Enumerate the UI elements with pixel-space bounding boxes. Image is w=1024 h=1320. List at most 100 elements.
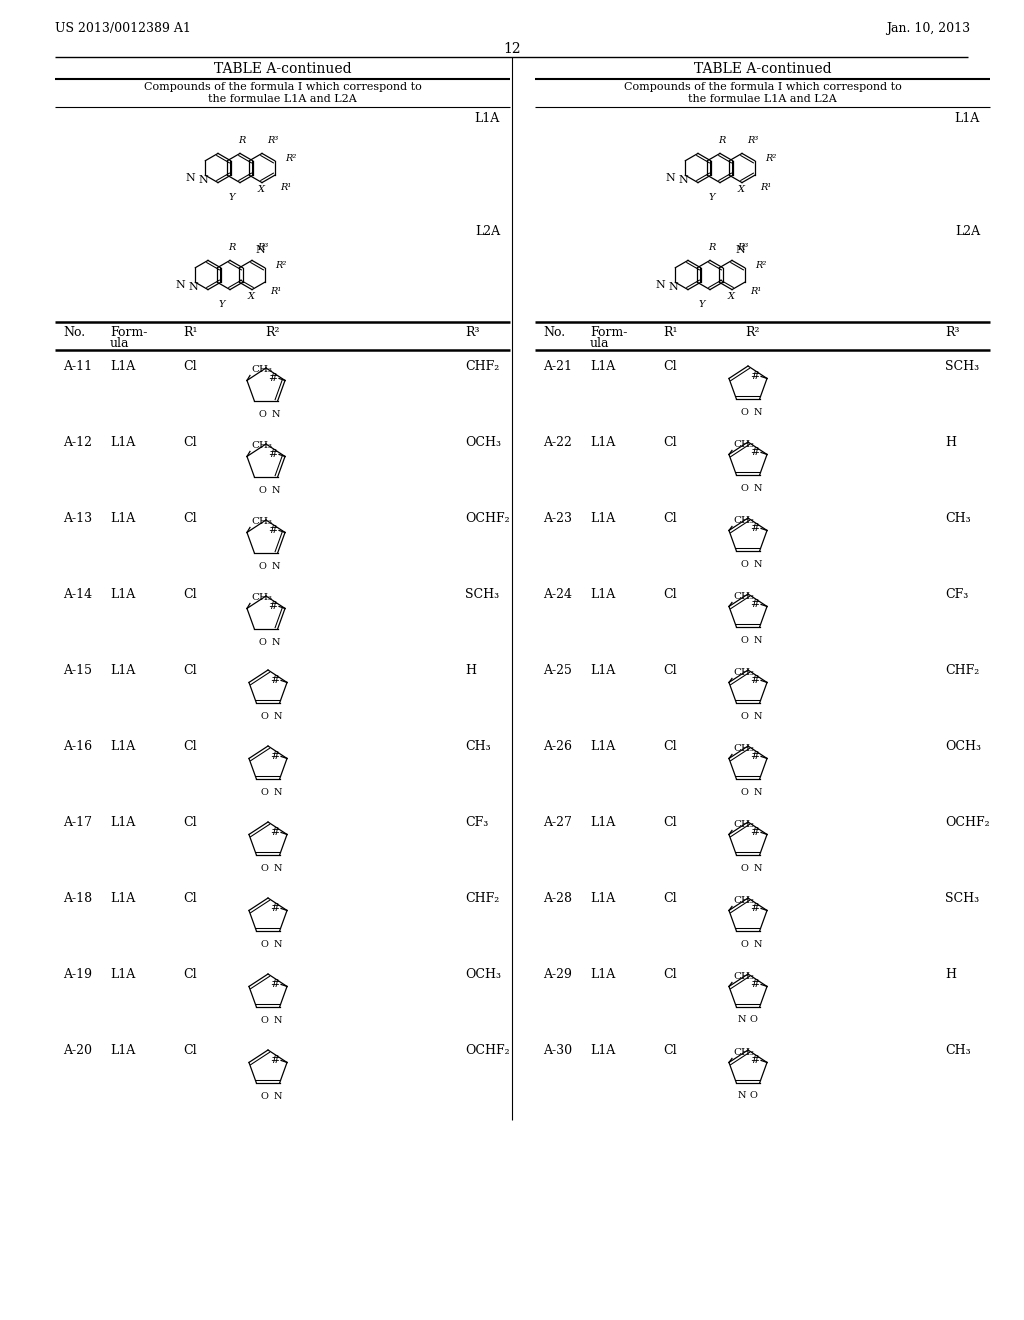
Text: CH₃: CH₃ [251,517,272,527]
Text: N: N [271,486,280,495]
Text: Cl: Cl [183,816,197,829]
Text: O: O [260,788,268,796]
Text: L1A: L1A [590,587,615,601]
Text: N: N [754,711,762,721]
Text: SCH₃: SCH₃ [945,892,979,906]
Text: Cl: Cl [663,512,677,525]
Text: N: N [273,711,282,721]
Text: N: N [273,1015,282,1024]
Text: A-11: A-11 [63,360,92,374]
Text: ula: ula [110,337,129,350]
Text: Y: Y [218,300,225,309]
Text: L1A: L1A [590,360,615,374]
Text: X: X [248,292,255,301]
Text: O: O [260,711,268,721]
Text: H: H [465,664,476,677]
Text: N: N [754,635,762,644]
Text: L1A: L1A [590,741,615,752]
Text: O: O [260,940,268,949]
Text: #: # [270,979,280,990]
Text: N: N [678,174,688,185]
Text: N: N [255,246,265,255]
Text: #: # [751,599,760,610]
Text: US 2013/0012389 A1: US 2013/0012389 A1 [55,22,190,36]
Text: CH₃: CH₃ [733,1048,754,1057]
Text: Cl: Cl [183,436,197,449]
Text: L1A: L1A [110,587,135,601]
Text: R: R [709,243,716,252]
Text: L1A: L1A [954,112,980,125]
Text: X: X [728,292,734,301]
Text: Cl: Cl [663,360,677,374]
Text: OCHF₂: OCHF₂ [945,816,989,829]
Text: N: N [754,940,762,949]
Text: CH₃: CH₃ [733,896,754,906]
Text: OCH₃: OCH₃ [945,741,981,752]
Text: TABLE A-continued: TABLE A-continued [693,62,831,77]
Text: Cl: Cl [663,816,677,829]
Text: Form-: Form- [110,326,147,339]
Text: L1A: L1A [590,664,615,677]
Text: A-15: A-15 [63,664,92,677]
Text: CHF₂: CHF₂ [465,892,500,906]
Text: A-20: A-20 [63,1044,92,1057]
Text: CF₃: CF₃ [465,816,488,829]
Text: R²: R² [755,261,766,271]
Text: OCHF₂: OCHF₂ [465,512,510,525]
Text: R²: R² [265,326,280,339]
Text: A-24: A-24 [543,587,572,601]
Text: O: O [258,486,266,495]
Text: A-25: A-25 [543,664,571,677]
Text: #: # [268,374,278,383]
Text: R³: R³ [267,136,279,145]
Text: #: # [268,525,278,536]
Text: R¹: R¹ [269,288,281,296]
Text: N: N [273,788,282,796]
Text: Cl: Cl [183,741,197,752]
Text: H: H [945,968,956,981]
Text: O: O [740,863,749,873]
Text: L1A: L1A [590,436,615,449]
Text: N: N [754,560,762,569]
Text: CH₃: CH₃ [251,441,272,450]
Text: R: R [228,243,236,252]
Text: N: N [188,281,198,292]
Text: Cl: Cl [183,360,197,374]
Text: Cl: Cl [183,968,197,981]
Text: Cl: Cl [183,512,197,525]
Text: L1A: L1A [590,892,615,906]
Text: R³: R³ [737,243,749,252]
Text: L1A: L1A [590,1044,615,1057]
Text: #: # [751,676,760,685]
Text: CH₃: CH₃ [733,593,754,602]
Text: No.: No. [63,326,85,339]
Text: X: X [737,185,744,194]
Text: Cl: Cl [183,1044,197,1057]
Text: N: N [754,863,762,873]
Text: A-17: A-17 [63,816,92,829]
Text: A-18: A-18 [63,892,92,906]
Text: Cl: Cl [663,1044,677,1057]
Text: L1A: L1A [110,968,135,981]
Text: O: O [750,1090,758,1100]
Text: R²: R² [274,261,286,271]
Text: CHF₂: CHF₂ [465,360,500,374]
Text: #: # [270,676,280,685]
Text: L1A: L1A [110,892,135,906]
Text: #: # [268,449,278,459]
Text: O: O [740,940,749,949]
Text: Cl: Cl [663,968,677,981]
Text: A-23: A-23 [543,512,572,525]
Text: A-30: A-30 [543,1044,572,1057]
Text: CH₃: CH₃ [733,516,754,525]
Text: N: N [754,788,762,796]
Text: CHF₂: CHF₂ [945,664,979,677]
Text: A-14: A-14 [63,587,92,601]
Text: L1A: L1A [110,816,135,829]
Text: N: N [655,280,666,290]
Text: SCH₃: SCH₃ [945,360,979,374]
Text: A-19: A-19 [63,968,92,981]
Text: #: # [270,903,280,913]
Text: CH₃: CH₃ [945,1044,971,1057]
Text: L1A: L1A [110,360,135,374]
